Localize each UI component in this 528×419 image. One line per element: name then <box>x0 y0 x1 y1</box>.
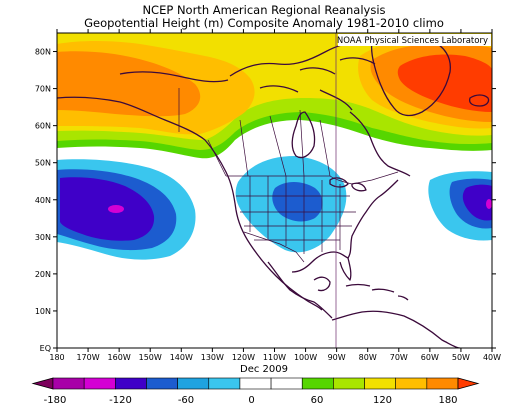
colorbar-cell <box>146 377 178 390</box>
colorbar-cell <box>426 377 459 390</box>
colorbar-cell <box>364 377 396 390</box>
lon-tick-label: 80W <box>359 353 377 362</box>
lon-tick-label: 70W <box>390 353 408 362</box>
north-america-west-coast <box>57 96 323 311</box>
lon-tick-label: 50W <box>452 353 470 362</box>
lon-tick-label: 90W <box>328 353 346 362</box>
colorbar-cell <box>333 377 365 390</box>
colorbar-max-arrow <box>457 377 480 390</box>
coastlines <box>57 36 490 348</box>
lon-tick-label: 40W <box>483 353 501 362</box>
negative-anomaly-indigo-pacific <box>60 177 155 241</box>
colorbar-cell <box>52 377 85 390</box>
colorbar-label: -120 <box>109 395 132 406</box>
atlantic-low-core <box>486 199 492 209</box>
lon-axis: 180 170W 160W 150W 140W 130W 120W 110W 100W 90W 80… <box>49 29 501 362</box>
lat-tick-label: 70N <box>35 85 51 94</box>
labrador-coast <box>349 111 411 177</box>
positive-anomaly-orange <box>57 51 201 117</box>
lon-tick-label: 140W <box>170 353 193 362</box>
florida <box>339 257 352 281</box>
colorbar-cell <box>270 377 303 390</box>
caribbean-islands <box>345 283 409 301</box>
lat-tick-label: 60N <box>35 122 51 131</box>
canada-province-lines <box>207 109 331 177</box>
colorbar-cell <box>115 377 147 390</box>
us-canada-border <box>226 171 399 185</box>
south-america <box>331 310 461 348</box>
colorbar-label: -180 <box>44 395 67 406</box>
positive-anomaly-red-atlantic-core <box>397 54 492 112</box>
chart-title: NCEP North American Regional Reanalysis <box>142 3 386 17</box>
colorbar-cell <box>208 377 241 390</box>
colorbar-label: -60 <box>178 395 194 406</box>
lat-tick-label: EQ <box>40 344 51 353</box>
colorbar-label: 60 <box>311 395 324 406</box>
us-east-coast <box>291 179 399 273</box>
lat-tick-label: 30N <box>35 233 51 242</box>
colorbar-cell <box>301 377 334 390</box>
lat-tick-label: 50N <box>35 159 51 168</box>
lon-tick-label: 160W <box>108 353 131 362</box>
lat-tick-label: 80N <box>35 48 51 57</box>
mexico-central-america <box>267 261 333 319</box>
lon-tick-label: 170W <box>76 353 99 362</box>
colorbar-label: 0 <box>248 395 254 406</box>
colorbar-cell <box>239 377 272 390</box>
colorbar-label: 120 <box>373 395 392 406</box>
lat-tick-label: 40N <box>35 196 51 205</box>
lon-tick-label: 100W <box>294 353 317 362</box>
colorbar-cell <box>395 377 428 390</box>
credit-text: NOAA Physical Sciences Laboratory <box>337 36 488 46</box>
anomaly-contours <box>57 33 492 260</box>
hudson-bay <box>291 111 316 159</box>
colorbar-min-arrow <box>31 377 54 390</box>
lon-tick-label: 180 <box>49 353 64 362</box>
lon-tick-label: 110W <box>263 353 286 362</box>
lat-axis: EQ 10N 20N 30N 40N 50N 60N 70N 80N <box>35 48 496 353</box>
arctic-islands <box>229 40 376 111</box>
colorbar: -180 -120 -60 0 60 120 180 <box>31 377 480 406</box>
lat-tick-label: 10N <box>35 307 51 316</box>
lon-tick-label: 120W <box>232 353 255 362</box>
us-state-lines <box>236 176 356 254</box>
iceland <box>468 94 490 107</box>
lon-tick-label: 150W <box>139 353 162 362</box>
colorbar-label: 180 <box>438 395 457 406</box>
lat-tick-label: 20N <box>35 270 51 279</box>
credit-box <box>338 34 491 46</box>
date-label: Dec 2009 <box>240 364 288 375</box>
us-mexico-border <box>243 231 305 263</box>
negative-anomaly-indigo-atlantic <box>462 184 492 221</box>
alaska-north-coast <box>119 71 229 83</box>
political-boundaries <box>178 88 399 263</box>
pacific-low-core <box>108 205 124 213</box>
chart-subtitle: Geopotential Height (m) Composite Anomal… <box>84 16 444 30</box>
colorbar-cell <box>177 377 210 390</box>
lon-tick-label: 130W <box>201 353 224 362</box>
colorbar-cell <box>83 377 116 390</box>
yucatan <box>313 276 331 292</box>
negative-anomaly-blue-us <box>272 182 323 222</box>
lon-tick-label: 60W <box>421 353 439 362</box>
